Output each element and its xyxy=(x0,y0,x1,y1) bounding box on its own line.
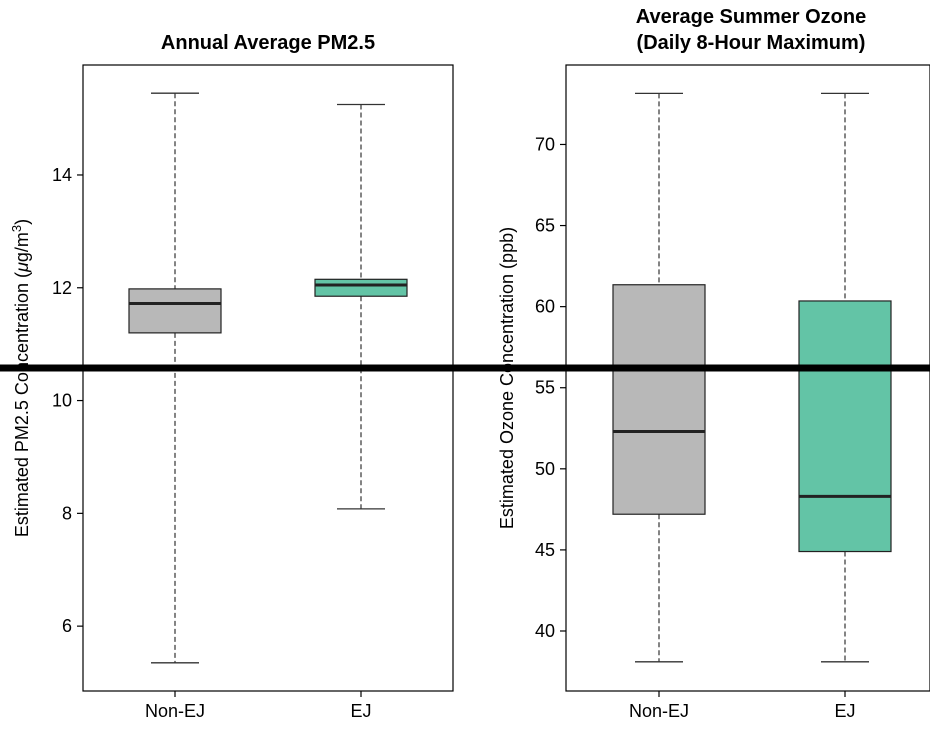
pm25-y-tick-label-12: 12 xyxy=(52,278,72,298)
ozone-x-tick-label-non-ej: Non-EJ xyxy=(629,701,689,721)
ozone-x-axis-ticks: Non-EJ EJ xyxy=(629,691,856,721)
ozone-y-tick-label-70: 70 xyxy=(535,134,555,154)
pm25-y-axis-label: Estimated PM2.5 Concentration (μg/m3) xyxy=(9,219,32,537)
pm25-x-tick-label-ej: EJ xyxy=(350,701,371,721)
ozone-y-tick-label-45: 45 xyxy=(535,540,555,560)
pm25-y-tick-label-6: 6 xyxy=(62,616,72,636)
pm25-boxes xyxy=(128,92,408,664)
ozone-y-axis-label: Estimated Ozone Concentration (ppb) xyxy=(497,227,517,529)
ozone-y-tick-label-50: 50 xyxy=(535,459,555,479)
pm25-panel: Annual Average PM2.5 Estimated PM2.5 Con… xyxy=(9,32,454,721)
pm25-y-tick-label-14: 14 xyxy=(52,165,72,185)
ozone-y-tick-label-40: 40 xyxy=(535,621,555,641)
ozone-y-axis-ticks: 40 45 50 55 60 65 70 xyxy=(535,134,566,641)
pm25-y-tick-label-8: 8 xyxy=(62,503,72,523)
ozone-boxes xyxy=(612,92,892,663)
ozone-chart-title-line-1: Average Summer Ozone xyxy=(636,6,866,28)
pm25-y-axis-ticks: 6 8 10 12 14 xyxy=(52,165,83,636)
ozone-y-tick-label-60: 60 xyxy=(535,297,555,317)
pm25-chart-title: Annual Average PM2.5 xyxy=(161,32,375,54)
pm25-x-tick-label-non-ej: Non-EJ xyxy=(145,701,205,721)
pm25-y-tick-label-10: 10 xyxy=(52,391,72,411)
ozone-non-ej-box xyxy=(612,284,706,515)
pm25-ej-box xyxy=(314,278,408,297)
ozone-y-tick-label-65: 65 xyxy=(535,216,555,236)
ozone-x-tick-label-ej: EJ xyxy=(834,701,855,721)
pm25-x-axis-ticks: Non-EJ EJ xyxy=(145,691,372,721)
pm25-non-ej-box xyxy=(128,288,222,334)
ozone-plot-frame xyxy=(565,64,930,692)
pm25-plot-frame xyxy=(82,64,454,692)
ozone-panel: Average Summer Ozone (Daily 8-Hour Maxim… xyxy=(497,6,930,721)
ozone-y-tick-label-55: 55 xyxy=(535,378,555,398)
ozone-ej-box xyxy=(798,300,892,553)
ozone-chart-title-line-2: (Daily 8-Hour Maximum) xyxy=(637,32,866,54)
